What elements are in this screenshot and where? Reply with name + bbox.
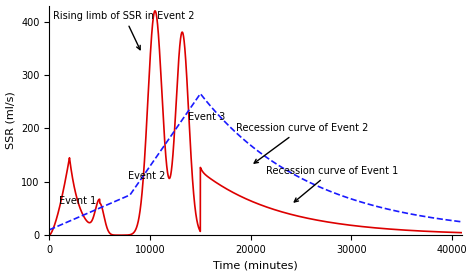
Y-axis label: SSR (ml/s): SSR (ml/s) (6, 91, 16, 149)
Text: Recession curve of Event 2: Recession curve of Event 2 (236, 123, 368, 163)
Text: Event 3: Event 3 (188, 112, 226, 122)
Text: Rising limb of SSR in Event 2: Rising limb of SSR in Event 2 (54, 11, 195, 50)
X-axis label: Time (minutes): Time (minutes) (213, 261, 298, 270)
Text: Event 2: Event 2 (128, 171, 165, 181)
Text: Recession curve of Event 1: Recession curve of Event 1 (266, 166, 398, 202)
Text: Event 1: Event 1 (59, 196, 97, 206)
